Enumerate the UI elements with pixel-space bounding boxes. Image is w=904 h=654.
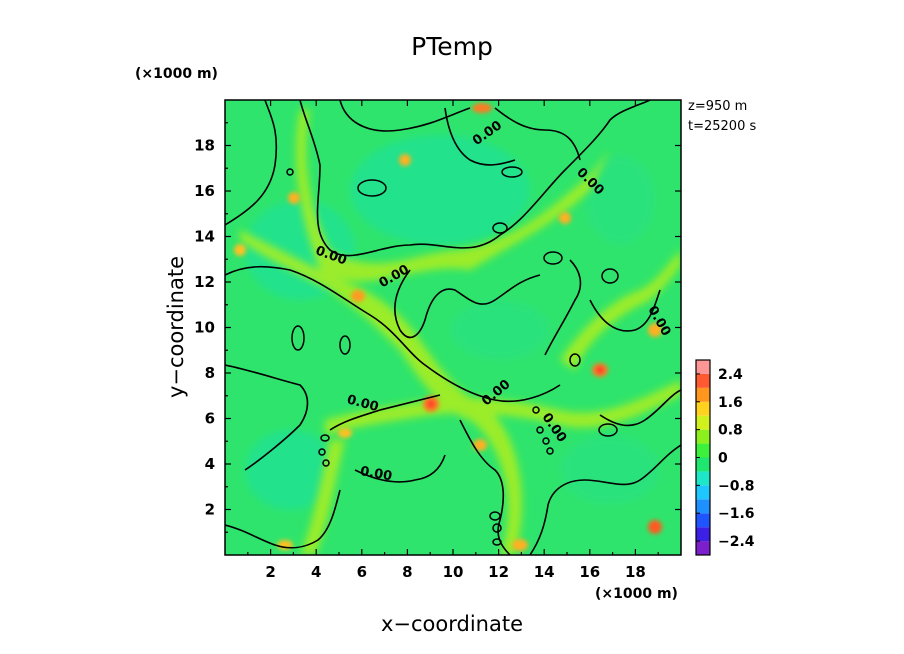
- y-tick-label: 6: [205, 410, 215, 428]
- colorbar-tick-label: −0.8: [718, 478, 755, 494]
- colorbar-level: [696, 541, 710, 555]
- y-tick-label: 10: [194, 319, 215, 337]
- small-contours: [286, 166, 619, 546]
- x-tick-label: 8: [402, 563, 412, 581]
- y-tick-label: 2: [205, 501, 215, 519]
- colorbar-tick-label: 0: [718, 451, 728, 467]
- zero-contours: [225, 100, 681, 555]
- colorbar-tick-label: −1.6: [718, 506, 755, 522]
- colorbar-level: [696, 485, 710, 500]
- y-tick-label: 14: [194, 228, 215, 246]
- x-unit-label: (×1000 m): [595, 586, 678, 602]
- colorbar-level: [696, 360, 710, 374]
- x-tick-label: 10: [443, 563, 464, 581]
- colorbar-level: [696, 471, 710, 486]
- y-tick-label: 4: [205, 455, 215, 473]
- z-level-annotation: z=950 m: [688, 99, 747, 114]
- y-tick-label: 18: [194, 137, 215, 155]
- colorbar-level: [696, 443, 710, 458]
- colorbar-tick-label: −2.4: [718, 534, 755, 550]
- contour-label: 0.00: [359, 464, 393, 484]
- x-tick-label: 14: [534, 563, 555, 581]
- colorbar-tick-label: 0.8: [718, 423, 743, 439]
- y-tick-label: 16: [194, 182, 215, 200]
- x-tick-label: 16: [579, 563, 600, 581]
- warm-bands: [240, 110, 681, 555]
- colorbar-level: [696, 401, 710, 416]
- colorbar-tick-label: 1.6: [718, 395, 743, 411]
- time-annotation: t=25200 s: [688, 119, 756, 134]
- x-axis-label: x−coordinate: [381, 612, 523, 636]
- x-tick-label: 6: [357, 563, 367, 581]
- chart-title: PTemp: [411, 32, 493, 61]
- y-tick-label: 8: [205, 364, 215, 382]
- colorbar-level: [696, 527, 710, 542]
- x-tick-label: 12: [488, 563, 509, 581]
- colorbar-tick-label: 2.4: [718, 367, 743, 383]
- y-unit-label: (×1000 m): [135, 66, 218, 82]
- x-tick-label: 4: [311, 563, 321, 581]
- x-tick-label: 2: [265, 563, 275, 581]
- colorbar-level: [696, 513, 710, 528]
- x-tick-labels: 2 4 6 8 10 12 14 16 18: [265, 563, 645, 581]
- colorbar: [696, 360, 710, 555]
- colorbar-level: [696, 415, 710, 430]
- colorbar-level: [696, 457, 710, 472]
- y-axis-label: y−coordinate: [164, 256, 188, 398]
- colorbar-level: [696, 499, 710, 514]
- x-tick-label: 18: [625, 563, 646, 581]
- colorbar-level: [696, 373, 710, 388]
- colorbar-level: [696, 387, 710, 402]
- colorbar-level: [696, 429, 710, 444]
- y-tick-labels: 2 4 6 8 10 12 14 16 18: [194, 137, 215, 519]
- hot-spots: [234, 103, 662, 551]
- cool-regions: [245, 135, 660, 510]
- tick-marks: [225, 100, 681, 555]
- colorbar-tick-labels: 2.4 1.6 0.8 0 −0.8 −1.6 −2.4: [696, 367, 755, 550]
- y-tick-label: 12: [194, 273, 215, 291]
- plot-area: 0.000.000.000.000.000.000.000.000.00: [225, 100, 681, 555]
